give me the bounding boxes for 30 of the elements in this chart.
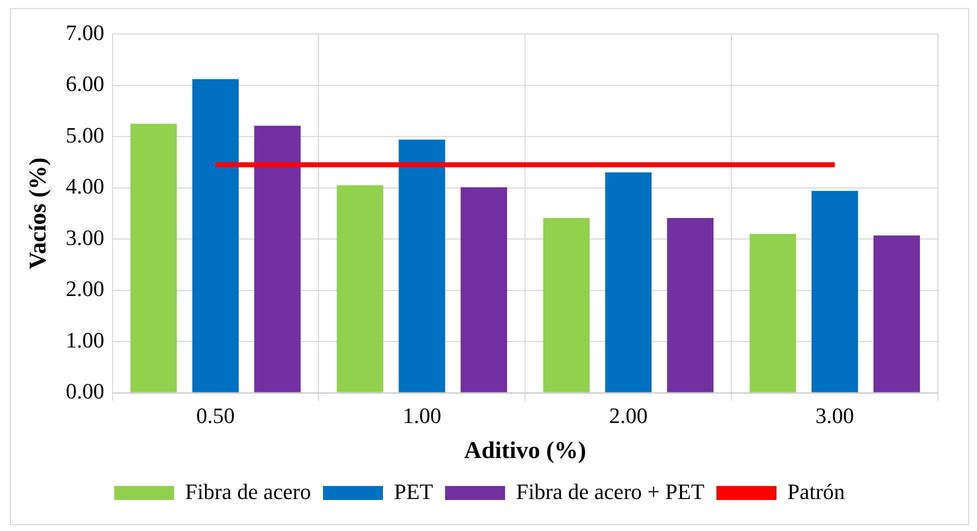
y-tick-label: 6.00	[66, 71, 104, 96]
bar	[812, 190, 858, 392]
bar	[750, 234, 796, 392]
y-tick-label: 7.00	[66, 20, 104, 45]
legend-label: Fibra de acero	[185, 478, 311, 504]
y-tick-label: 3.00	[66, 224, 104, 250]
y-tick-label: 2.00	[66, 276, 104, 302]
bar	[192, 79, 239, 392]
bar	[667, 218, 714, 392]
bar	[254, 126, 301, 392]
bar	[130, 124, 177, 392]
legend-label: Patrón	[787, 478, 845, 504]
x-axis-title: Aditivo (%)	[464, 438, 586, 464]
y-tick-label: 5.00	[66, 122, 104, 148]
bar	[543, 218, 590, 392]
bar	[460, 187, 508, 392]
bar	[873, 235, 920, 392]
x-tick-label: 0.50	[196, 402, 235, 428]
y-axis-title: Vacíos (%)	[26, 158, 52, 270]
y-tick-label: 1.00	[66, 327, 104, 352]
bar	[336, 185, 384, 392]
x-tick-label: 2.00	[609, 402, 648, 428]
legend-label: Fibra de acero + PET	[516, 478, 705, 504]
bar	[605, 172, 652, 392]
y-tick-label: 4.00	[66, 174, 104, 199]
y-tick-label: 0.00	[66, 378, 104, 404]
bar	[398, 140, 446, 392]
x-tick-label: 3.00	[816, 402, 854, 428]
x-tick-label: 1.00	[402, 402, 442, 428]
legend-label: PET	[394, 478, 434, 504]
